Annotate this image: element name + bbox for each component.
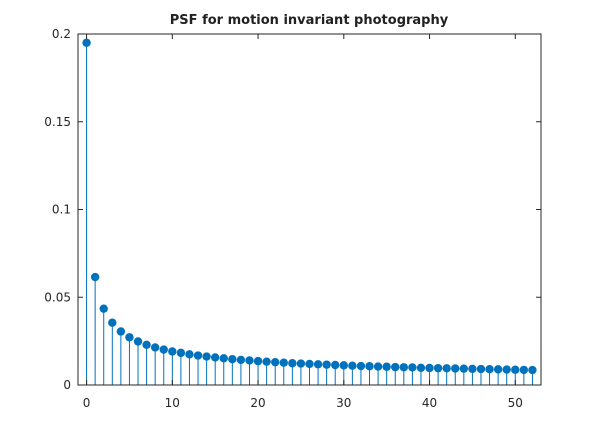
markers-group [82,38,537,375]
stem-marker [90,272,100,282]
stem-marker [296,359,306,368]
stem-marker [288,359,297,368]
x-tick-label: 10 [165,396,180,410]
stem-marker [193,351,203,360]
stem-marker [210,353,220,362]
stem-marker [365,362,374,371]
x-tick-label: 20 [250,396,265,410]
stem-marker [348,361,357,370]
stem-marker [125,333,134,342]
stem-marker [150,343,160,352]
stem-marker [451,364,460,373]
stem-marker [528,365,537,375]
stem-marker [313,360,323,369]
stem-marker [322,360,331,369]
stem-marker [493,365,503,374]
stem-marker [108,318,117,327]
chart-title: PSF for motion invariant photography [170,13,449,28]
x-tick-label: 50 [508,396,523,410]
x-tick-label: 30 [336,396,351,410]
stem-marker [331,360,340,370]
x-tick-label: 0 [83,396,91,410]
stem-marker [476,364,486,374]
stem-marker [262,357,271,366]
stem-marker [271,357,280,367]
stem-marker [485,365,494,374]
stem-marker [433,363,443,373]
stem-marker [399,363,409,372]
stem-marker [99,304,108,313]
stem-marker [82,38,91,47]
stem-marker [339,361,348,370]
y-tick-label: 0.05 [44,290,71,304]
stem-marker [511,365,520,374]
y-tick-label: 0.2 [52,27,71,41]
stem-marker [468,364,477,374]
stem-marker [185,350,194,359]
stem-marker [382,362,391,371]
stem-marker [373,362,383,371]
stem-marker [391,362,400,372]
stem-marker [253,356,263,366]
stem-marker [219,354,228,363]
stem-marker [502,365,511,374]
stem-marker [142,340,151,350]
stems-group [86,42,533,385]
stem-marker [519,365,529,375]
x-tick-label: 40 [422,396,437,410]
stem-marker [279,358,288,367]
stem-marker [159,345,168,354]
y-tick-label: 0.15 [44,115,71,129]
stem-marker [305,359,314,369]
stem-marker [236,355,246,365]
stem-marker [133,337,143,346]
stem-marker [168,347,177,356]
stem-marker [228,355,237,364]
stem-marker [176,348,186,358]
stem-marker [442,364,451,373]
stem-marker [416,363,426,373]
axes-group [77,33,542,386]
ticks-group: 0 10 20 30 40 50 0 0.05 0.1 0.15 0.2 [44,27,541,410]
plot-box [77,33,542,386]
stem-marker [116,327,126,336]
stem-marker [408,363,417,372]
stem-marker [245,356,254,365]
stem-marker [202,352,211,361]
stem-marker [459,364,469,373]
y-tick-label: 0 [63,378,71,392]
y-tick-label: 0.1 [52,203,71,217]
stem-marker [425,363,434,373]
stem-marker [356,361,366,371]
